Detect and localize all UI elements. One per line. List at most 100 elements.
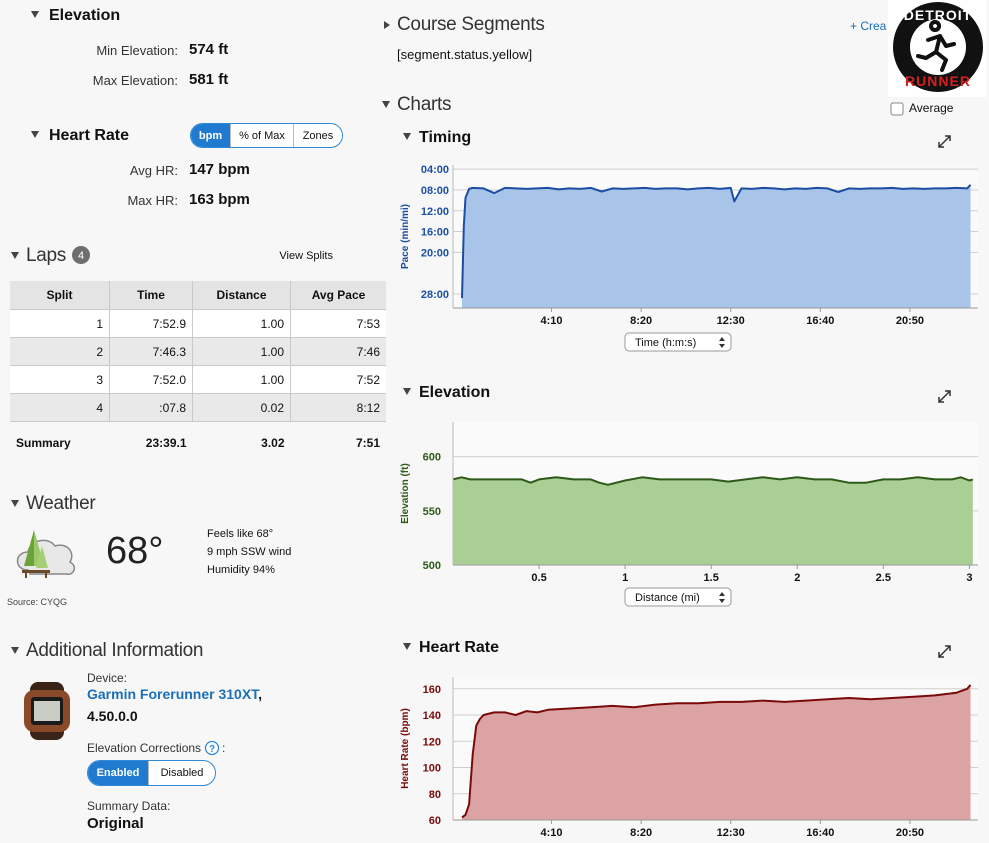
triangle[interactable] — [403, 643, 411, 650]
corrections-toggle: Enabled Disabled — [87, 760, 216, 786]
triangle[interactable] — [403, 133, 411, 140]
y-axis-label: Elevation (ft) — [400, 463, 411, 524]
field-label: Device: — [87, 671, 128, 685]
tab[interactable]: bpm — [191, 124, 230, 147]
triangle[interactable] — [382, 101, 390, 108]
y-tick-label: 100 — [423, 763, 441, 775]
toggle-option[interactable]: Enabled — [88, 761, 148, 785]
column-header: Avg Pace — [290, 281, 386, 310]
average-checkbox[interactable] — [890, 102, 904, 116]
y-tick-label: 80 — [429, 789, 441, 801]
cell: 7:46 — [290, 337, 386, 366]
y-tick-label: 120 — [423, 736, 441, 748]
x-tick-label: 8:20 — [630, 827, 652, 839]
cell: 7:53 — [290, 309, 386, 338]
x-tick-label: 2 — [794, 572, 800, 584]
disclosure-triangles — [11, 11, 411, 654]
line — [461, 684, 972, 819]
header-row: Split Time Distance Avg Pace — [10, 281, 386, 310]
stat-value: 574 ft — [189, 41, 229, 58]
line — [461, 184, 972, 299]
view-splits-link[interactable]: View Splits — [279, 250, 333, 262]
triangle[interactable] — [384, 21, 390, 29]
selector-text: Distance (mi) — [635, 592, 700, 604]
lap-row: 2 7:46.3 1.00 7:46 — [10, 337, 386, 366]
weather-detail: Humidity 94% — [207, 564, 275, 576]
triangle[interactable] — [403, 388, 411, 395]
device-link[interactable]: Garmin Forerunner 310XT — [87, 686, 259, 702]
expand-icon[interactable] — [938, 645, 951, 658]
x-tick-label: 12:30 — [717, 315, 745, 327]
logo-bottom-text: RUNNER — [905, 73, 971, 89]
triangle[interactable] — [11, 500, 19, 507]
cell: 0.02 — [192, 393, 291, 422]
tab[interactable]: % of Max — [230, 124, 293, 147]
cell: 7:46.3 — [109, 337, 193, 366]
stat-label: Avg HR: — [129, 163, 178, 178]
expand-icon[interactable] — [938, 390, 951, 403]
x-tick-label: 3 — [966, 572, 972, 584]
triangle[interactable] — [11, 252, 19, 259]
x-tick-label: 16:40 — [806, 827, 834, 839]
stat-label: Min Elevation: — [96, 43, 178, 58]
hr-tabs: bpm % of Max Zones — [190, 123, 343, 148]
area-fill — [462, 684, 971, 820]
selector-text: Time (h:m:s) — [635, 337, 696, 349]
x-selector[interactable]: Distance (mi) — [624, 587, 732, 607]
section-title: Weather — [26, 493, 96, 514]
logo: DETROIT RUNNER — [888, 0, 987, 97]
stat-label: Max HR: — [127, 193, 178, 208]
cell: 1.00 — [192, 337, 291, 366]
x-tick-label: 2.5 — [876, 572, 891, 584]
y-axis-label: Heart Rate (bpm) — [400, 708, 411, 789]
weather-source: Source: CYQG — [7, 597, 68, 607]
toggle-option[interactable]: Disabled — [148, 761, 215, 785]
cell: 8:12 — [290, 393, 386, 422]
x-tick-label: 20:50 — [896, 827, 924, 839]
lap-row: 3 7:52.0 1.00 7:52 — [10, 365, 386, 394]
selector-box — [624, 332, 732, 352]
triangle[interactable] — [31, 11, 39, 18]
chart-title: Timing — [419, 129, 471, 146]
tab[interactable]: Zones — [293, 124, 342, 147]
field-label: : — [222, 741, 226, 755]
segment-status: [segment.status.yellow] — [397, 47, 533, 62]
y-tick-label: 500 — [423, 560, 441, 572]
y-tick-label: 160 — [423, 684, 441, 696]
summary-cell: Summary — [16, 436, 71, 450]
cell: 4 — [10, 393, 110, 422]
section-title: Laps — [26, 245, 67, 266]
summary-cell: 23:39.1 — [145, 436, 187, 450]
weather-detail: Feels like 68° — [207, 528, 274, 540]
lap-row: 4:07.8 0.02 8:12 — [10, 393, 386, 422]
laps-table: Split Time Distance Avg Pace 1 7:52.9 1.00 7:53… — [10, 281, 386, 460]
triangle[interactable] — [11, 647, 19, 654]
triangle[interactable] — [31, 131, 39, 138]
logo-top-text: DETROIT — [904, 7, 972, 23]
y-tick-label: 140 — [423, 710, 441, 722]
help-icon[interactable] — [204, 740, 220, 756]
device-line: Garmin Forerunner 310XT, — [87, 686, 262, 703]
y-tick-label: 04:00 — [421, 164, 449, 176]
field-label: Elevation Corrections — [87, 741, 202, 755]
laps-count: 4 — [78, 250, 84, 262]
weather-icon — [16, 530, 76, 578]
summary-value: Original — [87, 815, 144, 832]
x-tick-label: 12:30 — [717, 827, 745, 839]
x-tick-label: 20:50 — [896, 315, 924, 327]
stat-value: 147 bpm — [189, 161, 250, 178]
y-tick-label: 60 — [429, 815, 441, 827]
column-header: Distance — [192, 281, 291, 310]
cell: 1.00 — [192, 309, 291, 338]
help-text[interactable]: ? — [209, 744, 215, 755]
weather-detail: 9 mph SSW wind — [207, 546, 292, 558]
chart-title: Heart Rate — [419, 639, 499, 656]
x-tick-label: 8:20 — [630, 315, 652, 327]
device-image — [24, 682, 70, 740]
x-selector[interactable]: Time (h:m:s) — [624, 332, 732, 352]
expand-icon[interactable] — [938, 135, 951, 148]
chart-title: Elevation — [419, 384, 490, 401]
